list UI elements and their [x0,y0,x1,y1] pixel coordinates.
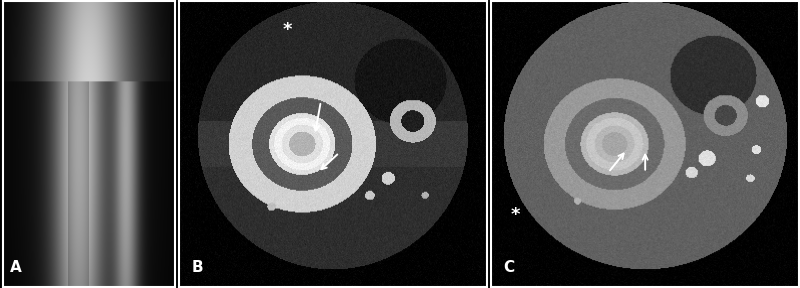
Text: *: * [511,206,521,224]
Text: A: A [10,260,22,275]
Text: C: C [503,260,514,275]
Text: B: B [191,260,203,275]
Text: *: * [282,21,292,39]
